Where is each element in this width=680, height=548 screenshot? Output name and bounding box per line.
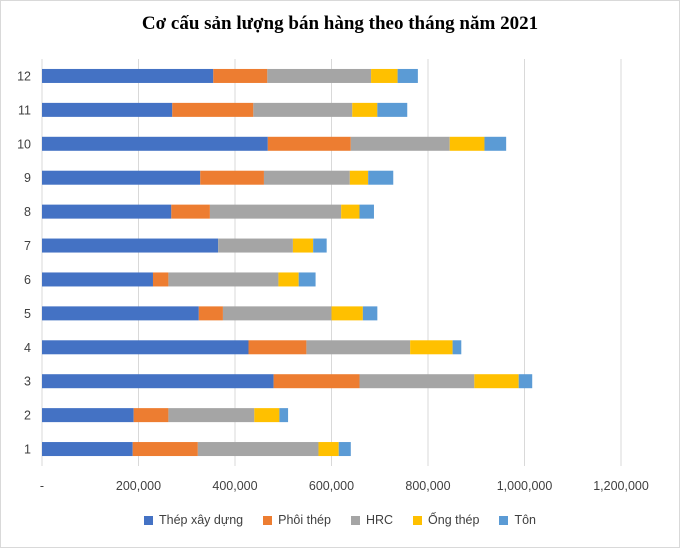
bar-segment xyxy=(42,408,134,423)
bar-segment xyxy=(213,68,268,83)
legend-item: Tôn xyxy=(499,513,536,527)
legend-item: HRC xyxy=(350,513,394,527)
bar-segment xyxy=(410,340,453,355)
bar-segment xyxy=(318,442,339,457)
legend-swatch xyxy=(263,515,273,525)
legend-swatch xyxy=(350,515,360,525)
x-tick-label: 600,000 xyxy=(309,479,354,493)
y-tick-label: 10 xyxy=(17,137,31,151)
x-tick-label: 1,000,000 xyxy=(497,479,553,493)
bar-segment xyxy=(306,340,411,355)
bar-segment xyxy=(42,68,214,83)
bar-segment xyxy=(298,272,316,287)
x-tick-label: 1,200,000 xyxy=(593,479,649,493)
bar-segment xyxy=(42,136,268,151)
y-tick-label: 8 xyxy=(24,205,31,219)
legend-swatch xyxy=(413,515,423,525)
x-tick-label: 400,000 xyxy=(212,479,257,493)
y-tick-label: 2 xyxy=(24,409,31,423)
legend-item: Ống thép xyxy=(413,513,479,527)
bar-segment xyxy=(42,374,274,389)
bar-segment xyxy=(452,340,462,355)
legend-label: Tôn xyxy=(514,513,537,527)
bar-segment xyxy=(218,238,293,253)
legend-item: Thép xây dựng xyxy=(143,513,244,527)
bar-segment xyxy=(152,272,169,287)
y-tick-label: 1 xyxy=(24,443,31,457)
bar-segment xyxy=(292,238,314,253)
bar-segment xyxy=(518,374,533,389)
bar-segment xyxy=(338,442,351,457)
y-tick-label: 5 xyxy=(24,307,31,321)
bar-segment xyxy=(449,136,485,151)
bar-segment xyxy=(42,340,249,355)
bar-segment xyxy=(267,68,372,83)
y-tick-label: 7 xyxy=(24,239,31,253)
bar-segment xyxy=(248,340,307,355)
bar-segment xyxy=(200,170,264,185)
bar-segment xyxy=(313,238,327,253)
bar-segment xyxy=(359,204,374,219)
bar-segment xyxy=(42,170,201,185)
legend-label: Thép xây dựng xyxy=(158,513,244,527)
legend: Thép xây dựng Phôi thép HRC Ống thép Tôn xyxy=(1,513,679,527)
bar-segment xyxy=(172,102,254,117)
y-tick-label: 9 xyxy=(24,171,31,185)
x-tick-label: 800,000 xyxy=(405,479,450,493)
bar-segment xyxy=(278,272,299,287)
x-tick-label: 200,000 xyxy=(116,479,161,493)
y-tick-label: 12 xyxy=(17,69,31,83)
bar-segment xyxy=(168,408,255,423)
bar-segment xyxy=(263,170,350,185)
legend-swatch xyxy=(143,515,153,525)
bar-segment xyxy=(222,306,332,321)
y-tick-label: 6 xyxy=(24,273,31,287)
x-tick-label: - xyxy=(40,479,44,493)
legend-label: HRC xyxy=(365,513,394,527)
y-tick-label: 11 xyxy=(18,103,31,117)
y-tick-label: 3 xyxy=(24,375,31,389)
bar-segment xyxy=(397,68,418,83)
bar-segment xyxy=(371,68,398,83)
bar-segment xyxy=(133,408,169,423)
bar-segment xyxy=(132,442,198,457)
bar-segment xyxy=(171,204,210,219)
bar-segment xyxy=(42,306,199,321)
bar-segment xyxy=(350,136,450,151)
y-tick-label: 4 xyxy=(24,341,31,355)
bar-segment xyxy=(42,102,173,117)
bar-segment xyxy=(362,306,378,321)
bar-segment xyxy=(368,170,394,185)
bar-segment xyxy=(273,374,360,389)
bar-segment xyxy=(279,408,289,423)
bar-segment xyxy=(42,442,133,457)
bar-segment xyxy=(484,136,507,151)
bar-segment xyxy=(254,408,280,423)
bar-segment xyxy=(42,204,172,219)
bar-segment xyxy=(209,204,342,219)
legend-label: Phôi thép xyxy=(278,513,331,527)
bar-segment xyxy=(331,306,363,321)
bar-segment xyxy=(377,102,408,117)
bar-segment xyxy=(352,102,378,117)
chart-title: Cơ cấu sản lượng bán hàng theo tháng năm… xyxy=(141,13,539,34)
bar-segment xyxy=(197,442,319,457)
bar-segment xyxy=(341,204,360,219)
bar-segment xyxy=(168,272,279,287)
legend-label: Ống thép xyxy=(428,513,480,527)
bar-segment xyxy=(198,306,223,321)
bar-segment xyxy=(42,272,153,287)
bar-segment xyxy=(349,170,369,185)
bar-segment xyxy=(253,102,353,117)
bar-segment xyxy=(42,238,219,253)
legend-swatch xyxy=(499,515,509,525)
legend-item: Phôi thép xyxy=(263,513,331,527)
bar-segment xyxy=(267,136,351,151)
bar-segment xyxy=(359,374,475,389)
bar-segment xyxy=(474,374,519,389)
